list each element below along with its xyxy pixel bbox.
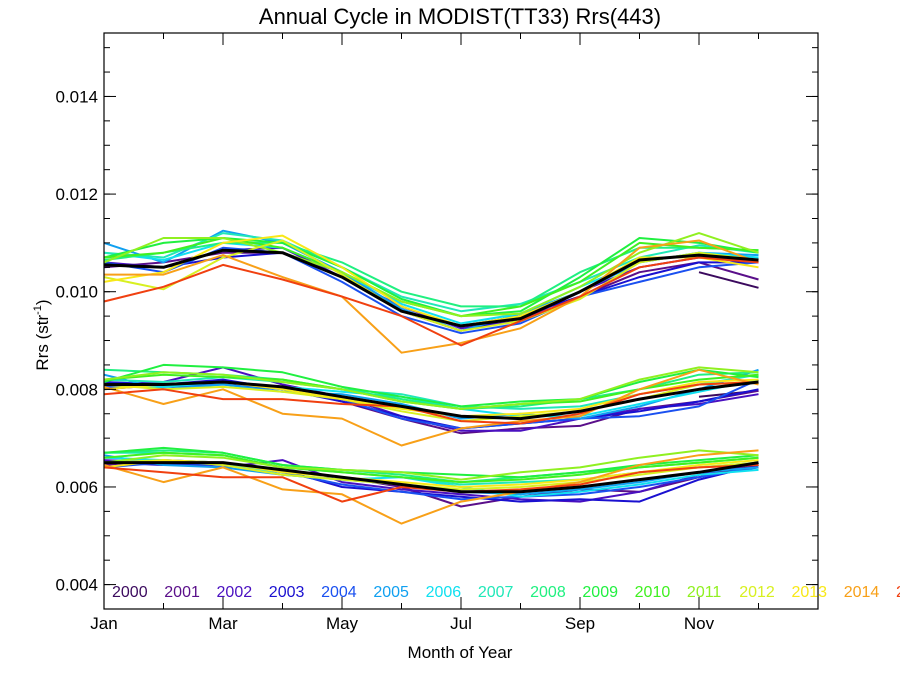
series-2011-upper-line	[103, 232, 759, 318]
x-tick-label: Jul	[450, 614, 472, 633]
legend: 2000 2001 2002 2003 2004 2005 2006 2007 2008 2009…	[112, 584, 900, 601]
series-2008-upper-line	[103, 241, 759, 308]
series-2015-middle-line	[103, 381, 759, 425]
legend-entry-2010: 2010	[635, 584, 671, 601]
y-axis-title-superscript: -1	[32, 305, 44, 315]
mean-upper-line	[103, 248, 759, 328]
legend-entry-2002: 2002	[217, 584, 253, 601]
mean-lower-line	[104, 461, 759, 494]
y-tick-label: 0.008	[55, 380, 98, 399]
x-axis-title: Month of Year	[408, 643, 513, 662]
series-2009-middle-line	[103, 363, 759, 408]
legend-entry-2003: 2003	[269, 584, 305, 601]
x-tick-label: Sep	[565, 614, 595, 633]
series-2010-lower-line	[103, 451, 759, 484]
y-tick-label: 0.004	[55, 576, 98, 595]
x-tick-label: Mar	[208, 614, 238, 633]
x-tick-label: Jan	[90, 614, 117, 633]
series-2011-middle-line	[103, 366, 759, 410]
legend-entry-2012: 2012	[739, 584, 775, 601]
series-2013-upper-line	[103, 234, 759, 327]
legend-entry-2007: 2007	[478, 584, 514, 601]
y-tick-label: 0.014	[55, 87, 98, 106]
y-axis-title-close: )	[33, 299, 52, 305]
series-2011-lower-line	[103, 449, 759, 481]
x-tick-label: Nov	[684, 614, 715, 633]
legend-entry-2011: 2011	[687, 584, 722, 601]
x-tick-label: May	[326, 614, 359, 633]
y-tick-label: 0.012	[55, 185, 98, 204]
legend-entry-2001: 2001	[164, 584, 200, 601]
legend-entry-2009: 2009	[582, 584, 618, 601]
series-2014-middle-line	[103, 368, 759, 447]
series-2000-upper-line	[698, 271, 759, 289]
legend-entry-2013: 2013	[791, 584, 827, 601]
legend-entry-2008: 2008	[530, 584, 566, 601]
legend-entry-2015: 2015	[896, 584, 900, 601]
y-tick-label: 0.010	[55, 283, 98, 302]
y-axis-title: Rrs (str-1)	[32, 299, 52, 370]
series-2014-upper-line	[104, 239, 759, 354]
y-tick-label: 0.006	[55, 478, 98, 497]
legend-entry-2014: 2014	[844, 584, 880, 601]
legend-entry-2004: 2004	[321, 584, 357, 601]
series-2014-lower-line	[103, 449, 759, 525]
series-2012-upper-line	[103, 239, 759, 332]
plot-lines	[103, 229, 759, 525]
legend-entry-2005: 2005	[373, 584, 409, 601]
legend-entry-2006: 2006	[426, 584, 462, 601]
series-2003-middle-line	[103, 378, 759, 430]
plot-frame	[103, 32, 819, 610]
chart-title: Annual Cycle in MODIST(TT33) Rrs(443)	[259, 4, 661, 29]
y-axis-title-main: Rrs (str	[33, 315, 52, 371]
legend-entry-2000: 2000	[112, 584, 148, 601]
axes: Jan Mar May Jul Sep Nov 0.004 0.006 0.008 0.010 0.…	[55, 32, 819, 633]
mean-middle-line	[104, 380, 759, 421]
series-2015-upper-line	[103, 256, 759, 347]
